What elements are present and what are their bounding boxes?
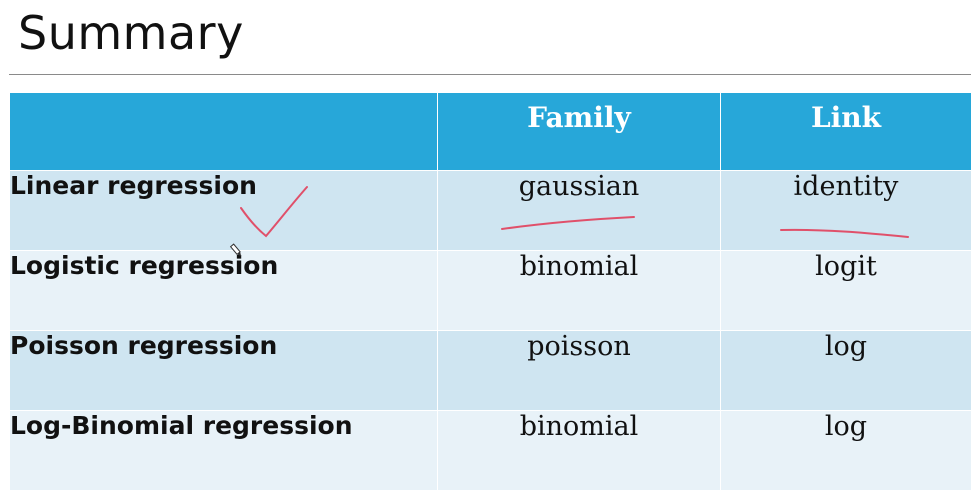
row-method: Poisson regression	[9, 330, 438, 411]
table-row: Logistic regression binomial logit	[9, 250, 972, 331]
row-family: binomial	[437, 250, 721, 331]
table-row: Log-Binomial regression binomial log	[9, 410, 972, 491]
header-link: Link	[720, 92, 972, 171]
slide-title: Summary	[18, 6, 244, 60]
row-method: Logistic regression	[9, 250, 438, 331]
row-family: gaussian	[437, 170, 721, 251]
header-method	[9, 92, 438, 171]
row-link: log	[720, 410, 972, 491]
title-divider	[9, 74, 971, 75]
table-row: Linear regression gaussian identity	[9, 170, 972, 251]
row-link: log	[720, 330, 972, 411]
row-link: logit	[720, 250, 972, 331]
header-family: Family	[437, 92, 721, 171]
row-method: Linear regression	[9, 170, 438, 251]
summary-table: Family Link Linear regression gaussian i…	[9, 92, 972, 491]
table-row: Poisson regression poisson log	[9, 330, 972, 411]
row-method: Log-Binomial regression	[9, 410, 438, 491]
table-header-row: Family Link	[9, 92, 972, 171]
row-link: identity	[720, 170, 972, 251]
row-family: poisson	[437, 330, 721, 411]
row-family: binomial	[437, 410, 721, 491]
